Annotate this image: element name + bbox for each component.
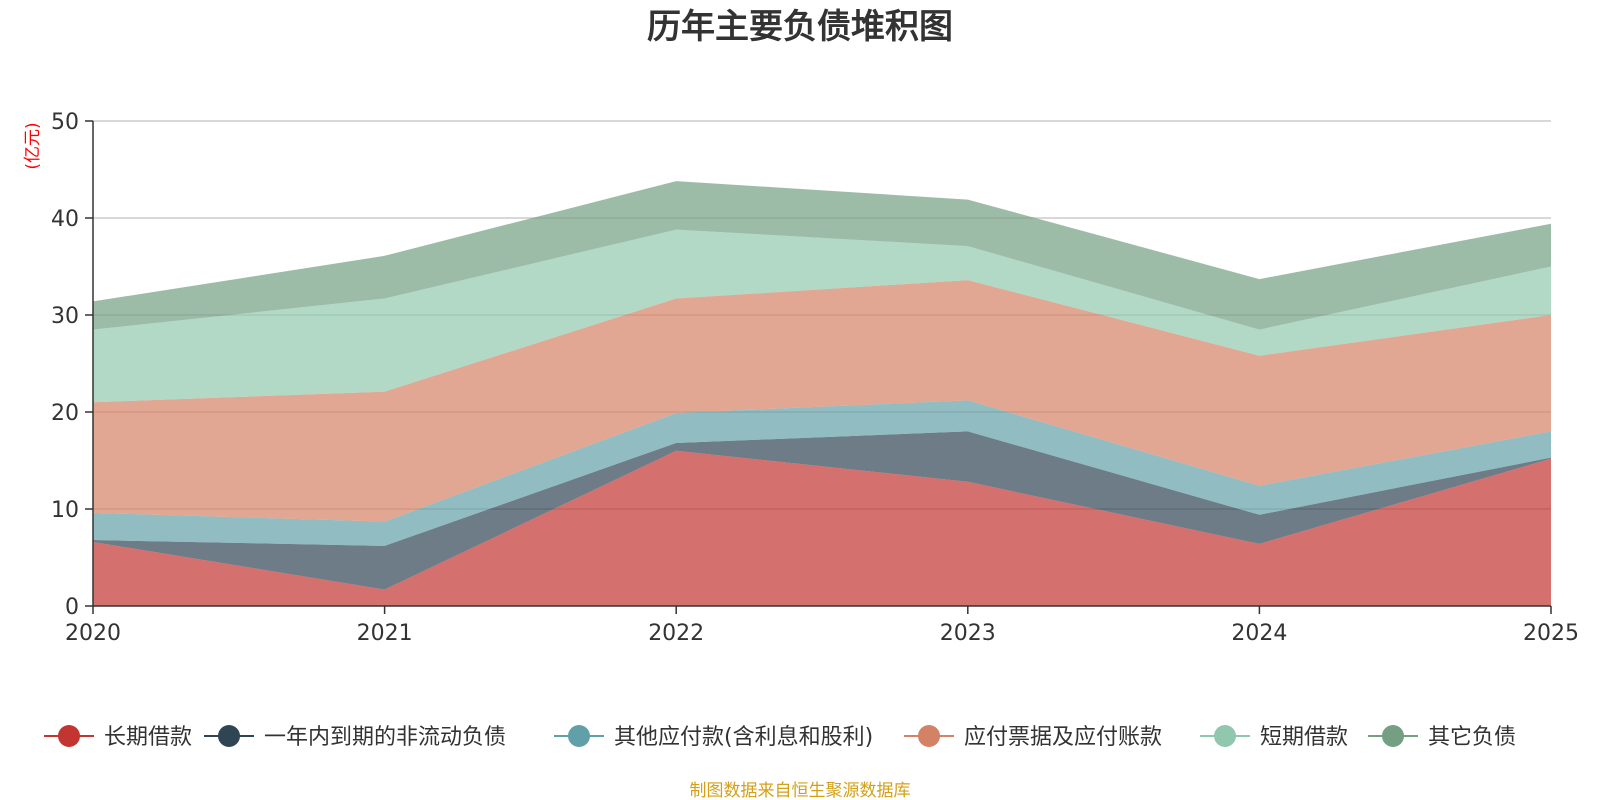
area-series-4 [93, 229, 1551, 403]
area-series-1 [93, 431, 1551, 590]
legend-label: 长期借款 [104, 725, 192, 750]
legend-label: 短期借款 [1260, 725, 1348, 750]
y-axis-unit-label: (亿元) [23, 122, 43, 169]
area-series [93, 181, 1551, 606]
legend: 长期借款 一年内到期的非流动负债 其他应付款(含利息和股利) 应付票据及应付账款 短期借… [44, 725, 1516, 750]
area-series-0 [93, 450, 1551, 606]
legend-item-5[interactable]: 其它负债 [1368, 725, 1516, 750]
legend-label: 其他应付款(含利息和股利) [614, 725, 873, 750]
x-tick-label: 2023 [940, 621, 996, 646]
area-series-3 [93, 280, 1551, 522]
legend-marker [218, 725, 240, 747]
legend-label: 一年内到期的非流动负债 [264, 725, 506, 750]
source-note: 制图数据来自恒生聚源数据库 [690, 781, 911, 800]
legend-label: 应付票据及应付账款 [964, 725, 1162, 750]
area-series-2 [93, 400, 1551, 546]
legend-item-3[interactable]: 应付票据及应付账款 [904, 725, 1162, 750]
y-tick-label: 40 [51, 207, 79, 232]
chart-title: 历年主要负债堆积图 [647, 7, 953, 47]
legend-item-2[interactable]: 其他应付款(含利息和股利) [554, 725, 873, 750]
x-tick-label: 2022 [648, 621, 704, 646]
y-tick-label: 50 [51, 110, 79, 135]
legend-marker [1382, 725, 1404, 747]
y-tick-label: 30 [51, 304, 79, 329]
legend-item-1[interactable]: 一年内到期的非流动负债 [204, 725, 506, 750]
axes: 0 10 20 30 40 50 2020 2021 2022 2023 2024 2025 [51, 110, 1579, 646]
legend-marker [1214, 725, 1236, 747]
x-tick-label: 2024 [1231, 621, 1287, 646]
legend-marker [58, 725, 80, 747]
x-tick-label: 2021 [357, 621, 413, 646]
area-series-5 [93, 181, 1551, 330]
y-tick-label: 0 [65, 595, 79, 620]
legend-label: 其它负债 [1428, 725, 1516, 750]
legend-marker [918, 725, 940, 747]
legend-item-0[interactable]: 长期借款 [44, 725, 192, 750]
x-tick-label: 2025 [1523, 621, 1579, 646]
legend-item-4[interactable]: 短期借款 [1200, 725, 1348, 750]
legend-marker [568, 725, 590, 747]
y-tick-label: 10 [51, 498, 79, 523]
y-tick-label: 20 [51, 401, 79, 426]
x-tick-label: 2020 [65, 621, 121, 646]
